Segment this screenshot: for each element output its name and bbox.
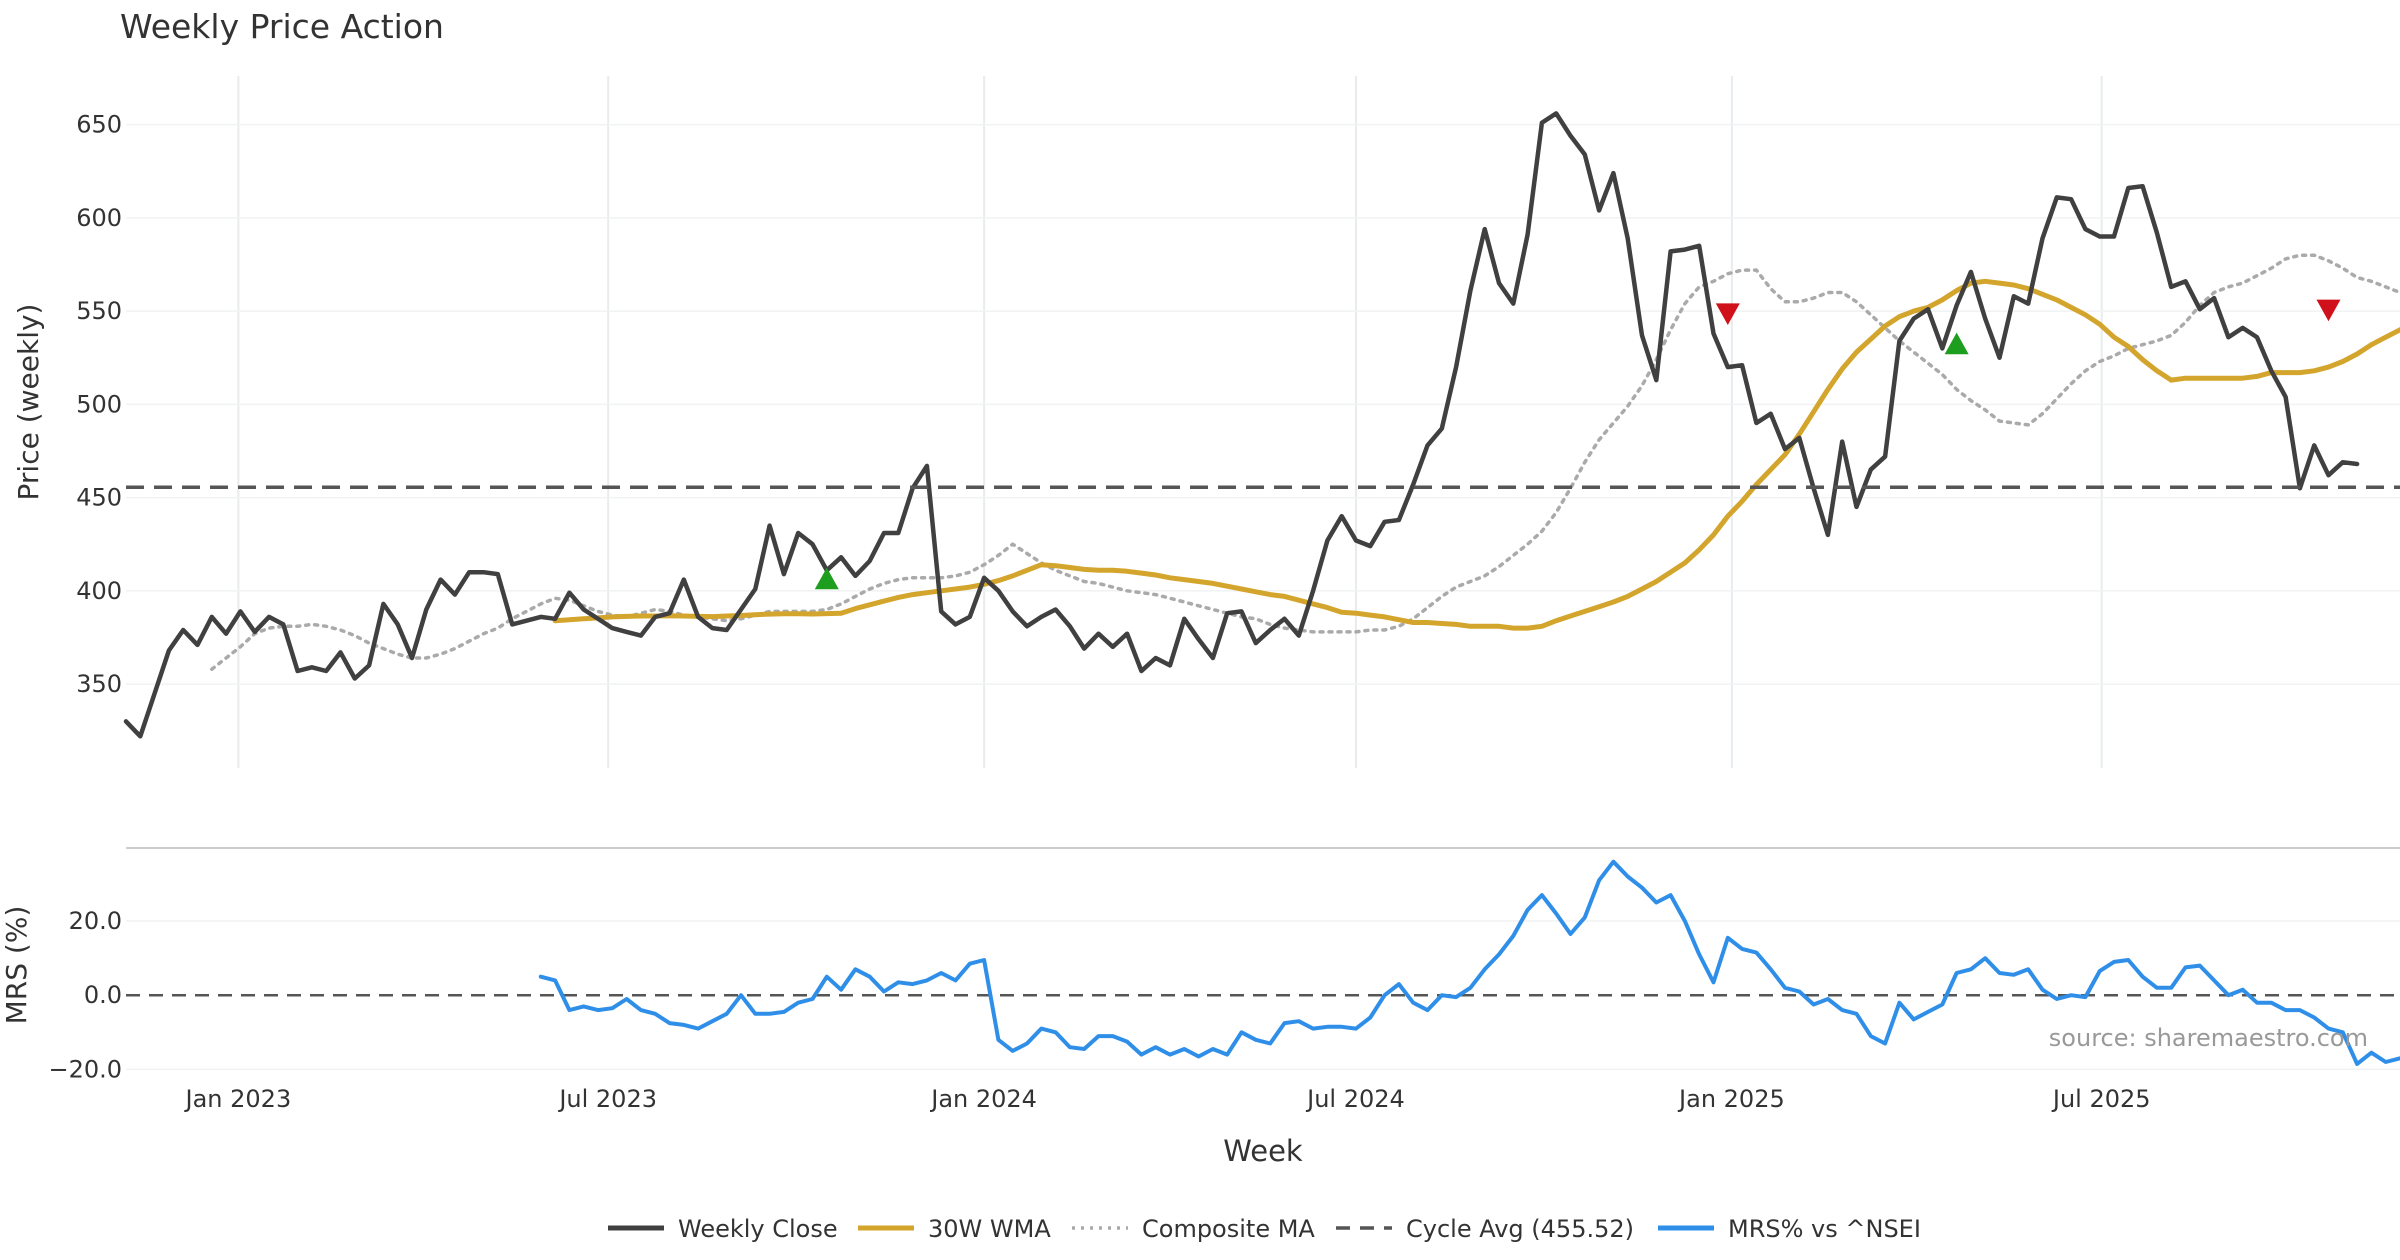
x-tick-labels: Jan 2023 Jul 2023 Jan 2024 Jul 2024 Jan 2025… <box>184 1085 2151 1113</box>
mrs-vs-nsei-line <box>538 859 2400 1066</box>
chart-title: Weekly Price Action <box>120 7 444 46</box>
price-y-axis-label: Price (weekly) <box>12 304 45 501</box>
price-y-tick-label: 550 <box>76 297 122 325</box>
sell-signal-marker <box>2316 299 2341 322</box>
mrs-y-tick-labels: 20.0 0.0 −20.0 <box>48 907 122 1083</box>
composite-ma-line <box>210 253 2400 671</box>
price-panel-grid <box>126 76 2400 768</box>
signal-markers <box>814 299 2341 590</box>
buy-signal-marker <box>814 567 839 590</box>
price-y-tick-label: 400 <box>76 577 122 605</box>
weekly-close-line <box>123 111 2360 739</box>
price-y-tick-label: 650 <box>76 111 122 139</box>
legend-label-mrs-vs-nsei: MRS% vs ^NSEI <box>1728 1215 1921 1243</box>
x-tick-label: Jul 2023 <box>557 1085 657 1113</box>
mrs-panel-series <box>126 859 2400 1066</box>
mrs-y-tick-label: 0.0 <box>84 981 122 1009</box>
price-panel-series <box>123 111 2400 739</box>
buy-signal-marker <box>1944 332 1969 355</box>
sell-signal-marker <box>1715 303 1740 325</box>
mrs-panel-grid <box>126 920 2400 1071</box>
x-tick-label: Jan 2025 <box>1677 1085 1785 1113</box>
x-axis-label: Week <box>1223 1134 1303 1168</box>
mrs-y-tick-label: −20.0 <box>48 1055 122 1083</box>
price-y-tick-label: 600 <box>76 204 122 232</box>
chart-legend: Weekly Close 30W WMA Composite MA Cycle Avg… <box>608 1215 1921 1243</box>
mrs-y-axis-label: MRS (%) <box>0 906 33 1025</box>
legend-label-weekly-close: Weekly Close <box>678 1215 838 1243</box>
price-y-tick-label: 450 <box>76 484 122 512</box>
price-y-tick-label: 500 <box>76 390 122 418</box>
x-tick-label: Jul 2025 <box>2051 1085 2151 1113</box>
source-watermark: source: sharemaestro.com <box>2049 1024 2368 1052</box>
mrs-y-tick-label: 20.0 <box>69 907 122 935</box>
30w-wma-line <box>552 278 2400 631</box>
x-tick-label: Jan 2023 <box>184 1085 292 1113</box>
price-y-tick-labels: 350 400 450 500 550 600 650 <box>76 111 122 698</box>
legend-label-cycle-avg-455-52: Cycle Avg (455.52) <box>1406 1215 1634 1243</box>
x-tick-label: Jan 2024 <box>929 1085 1037 1113</box>
legend-label-composite-ma: Composite MA <box>1142 1215 1315 1243</box>
legend-label-30w-wma: 30W WMA <box>928 1215 1051 1243</box>
price-y-tick-label: 350 <box>76 670 122 698</box>
x-tick-label: Jul 2024 <box>1305 1085 1405 1113</box>
